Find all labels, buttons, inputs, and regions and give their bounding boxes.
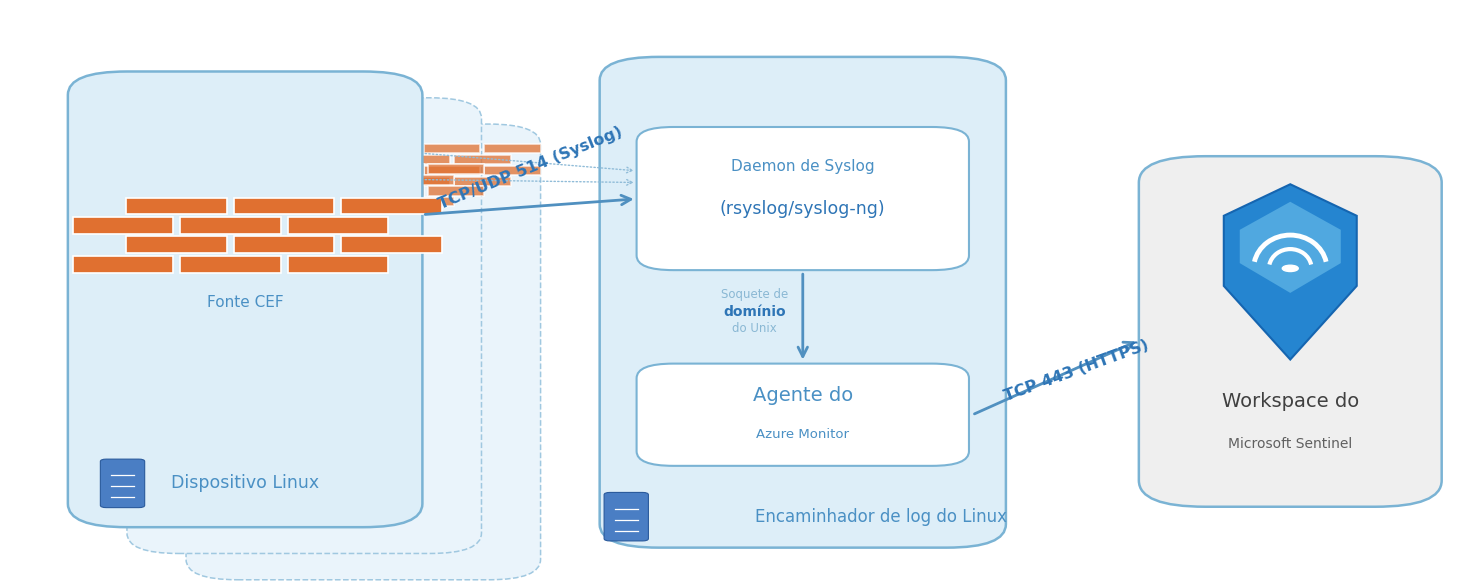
Text: Dispositivo Linux: Dispositivo Linux: [172, 474, 320, 492]
Bar: [454, 177, 511, 186]
Circle shape: [1282, 265, 1298, 272]
FancyBboxPatch shape: [636, 127, 969, 270]
Text: Workspace do: Workspace do: [1221, 392, 1359, 411]
Bar: [278, 197, 334, 207]
Bar: [126, 237, 226, 253]
Text: Azure Monitor: Azure Monitor: [756, 429, 850, 441]
Bar: [126, 198, 226, 214]
FancyBboxPatch shape: [127, 98, 481, 554]
Bar: [287, 217, 388, 234]
Text: domínio: domínio: [724, 305, 786, 319]
Bar: [73, 256, 173, 272]
Bar: [339, 176, 394, 185]
Text: do Unix: do Unix: [733, 322, 777, 335]
Bar: [278, 176, 334, 185]
Text: Fonte CEF: Fonte CEF: [207, 295, 284, 310]
Text: Daemon de Syslog: Daemon de Syslog: [731, 158, 875, 174]
FancyBboxPatch shape: [101, 459, 145, 508]
Bar: [308, 186, 364, 195]
Bar: [339, 197, 394, 207]
Bar: [234, 198, 334, 214]
Text: Soquete de: Soquete de: [721, 288, 789, 301]
Text: TCP 443 (HTTPS): TCP 443 (HTTPS): [1002, 338, 1151, 404]
Bar: [394, 155, 450, 164]
FancyBboxPatch shape: [1138, 156, 1442, 507]
Text: (rsyslog/syslog-ng): (rsyslog/syslog-ng): [719, 200, 885, 218]
Bar: [73, 217, 173, 234]
Bar: [342, 198, 443, 214]
FancyBboxPatch shape: [604, 492, 648, 541]
Bar: [364, 166, 420, 175]
Text: Agente do: Agente do: [753, 386, 852, 405]
Bar: [398, 197, 454, 207]
Bar: [181, 217, 281, 234]
Bar: [334, 177, 391, 186]
Text: Microsoft Sentinel: Microsoft Sentinel: [1228, 437, 1353, 451]
Bar: [287, 256, 388, 272]
Bar: [364, 144, 420, 153]
Text: TCP/UDP 514 (Syslog): TCP/UDP 514 (Syslog): [437, 124, 625, 212]
Bar: [342, 237, 443, 253]
Bar: [428, 164, 484, 174]
Bar: [428, 186, 484, 195]
FancyBboxPatch shape: [636, 363, 969, 466]
Bar: [369, 164, 425, 174]
Bar: [425, 144, 481, 153]
Bar: [425, 166, 481, 175]
Bar: [181, 256, 281, 272]
Bar: [334, 155, 391, 164]
FancyBboxPatch shape: [599, 57, 1006, 548]
Polygon shape: [1224, 184, 1357, 359]
Bar: [308, 164, 364, 174]
Bar: [454, 155, 511, 164]
Bar: [484, 144, 540, 153]
FancyBboxPatch shape: [68, 72, 422, 527]
Bar: [394, 177, 450, 186]
Bar: [369, 186, 425, 195]
Polygon shape: [1240, 202, 1341, 293]
Text: Encaminhador de log do Linux: Encaminhador de log do Linux: [755, 508, 1006, 526]
Bar: [484, 166, 540, 175]
FancyBboxPatch shape: [186, 124, 540, 580]
Bar: [234, 237, 334, 253]
Bar: [398, 176, 454, 185]
